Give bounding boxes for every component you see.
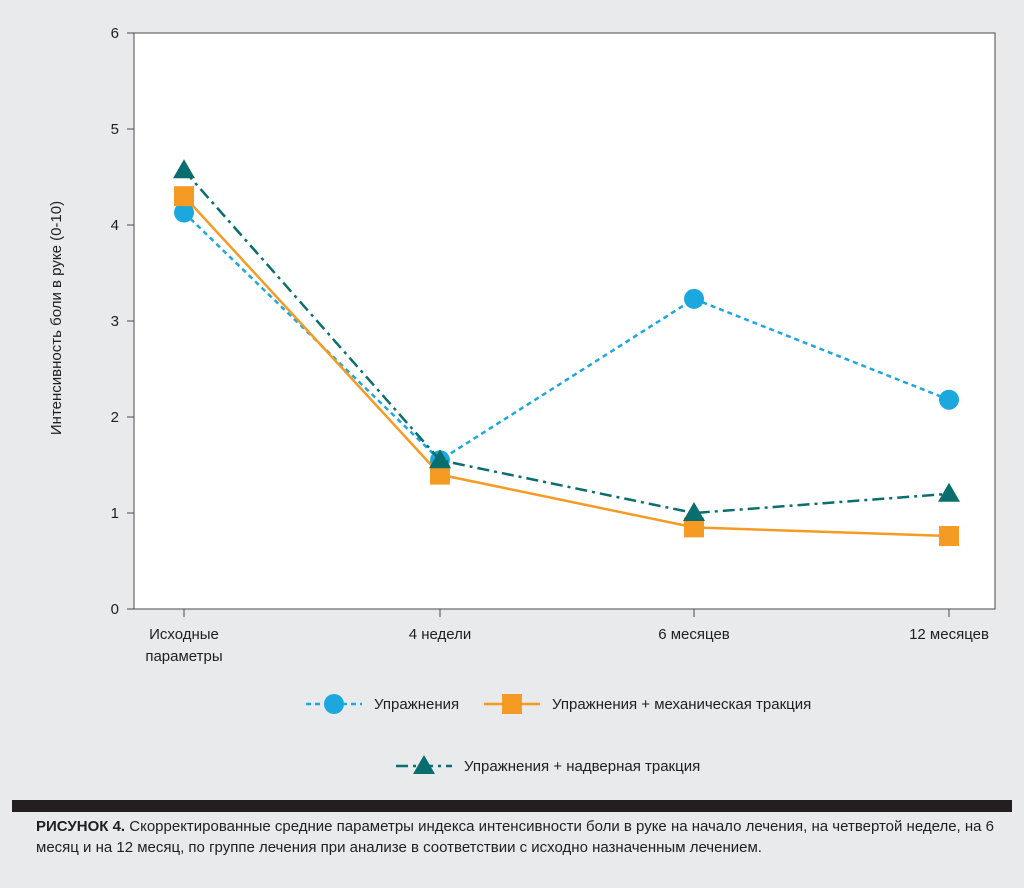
legend-item: Упражнения + надверная тракция bbox=[396, 755, 700, 775]
plot-area bbox=[133, 32, 996, 610]
x-tick-label: Исходные bbox=[149, 626, 219, 643]
y-tick-label: 1 bbox=[111, 505, 119, 522]
y-tick-label: 3 bbox=[111, 313, 119, 330]
y-tick-label: 2 bbox=[111, 409, 119, 426]
data-point bbox=[174, 186, 194, 207]
legend-swatch-marker bbox=[502, 694, 522, 714]
y-tick-label: 0 bbox=[111, 601, 119, 618]
x-tick-label: 6 месяцев bbox=[658, 626, 730, 643]
x-tick-label: параметры bbox=[145, 648, 222, 665]
legend-item: Упражнения bbox=[306, 694, 459, 714]
y-tick-label: 4 bbox=[111, 217, 119, 234]
y-tick-label: 6 bbox=[111, 25, 119, 42]
data-point bbox=[174, 202, 194, 223]
figure-caption: РИСУНОК 4. Скорректированные средние пар… bbox=[36, 816, 996, 858]
data-point bbox=[684, 517, 704, 538]
data-point bbox=[939, 389, 959, 410]
data-point bbox=[683, 502, 705, 521]
data-point bbox=[939, 526, 959, 547]
data-point bbox=[938, 482, 960, 502]
legend-label: Упражнения + механическая тракция bbox=[552, 696, 811, 713]
x-tick-label: 12 месяцев bbox=[909, 626, 989, 643]
caption-divider bbox=[12, 800, 1012, 812]
x-axis: Исходные параметры 4 недели 6 месяцев 12 мес… bbox=[145, 609, 989, 665]
data-point bbox=[684, 288, 704, 309]
y-axis: 0 1 2 3 4 5 6 bbox=[111, 25, 134, 618]
series-line bbox=[183, 211, 950, 462]
legend-swatch-marker bbox=[413, 755, 435, 774]
x-tick-label: 4 недели bbox=[409, 626, 472, 643]
legend-label: Упражнения bbox=[374, 696, 459, 713]
chart: 0 1 2 3 4 5 6 Исходные параметры 4 недели 6 месяц… bbox=[48, 25, 996, 775]
data-point bbox=[430, 464, 450, 485]
data-point bbox=[173, 159, 195, 179]
y-tick-label: 5 bbox=[111, 121, 119, 138]
series-layer bbox=[173, 159, 960, 547]
series-line bbox=[183, 169, 950, 515]
caption-text: Скорректированные средние параметры инде… bbox=[36, 818, 995, 856]
series-2 bbox=[174, 186, 959, 547]
series-line bbox=[183, 195, 950, 538]
series-3 bbox=[173, 159, 960, 521]
legend-item: Упражнения + механическая тракция bbox=[484, 694, 811, 714]
legend-label: Упражнения + надверная тракция bbox=[464, 758, 700, 775]
caption-label: РИСУНОК 4. bbox=[36, 818, 126, 835]
legend: Упражнения Упражнения + механическая трак… bbox=[306, 694, 811, 775]
legend-swatch-marker bbox=[324, 694, 344, 714]
y-axis-title: Интенсивность боли в руке (0-10) bbox=[48, 201, 65, 435]
data-point bbox=[429, 449, 451, 469]
